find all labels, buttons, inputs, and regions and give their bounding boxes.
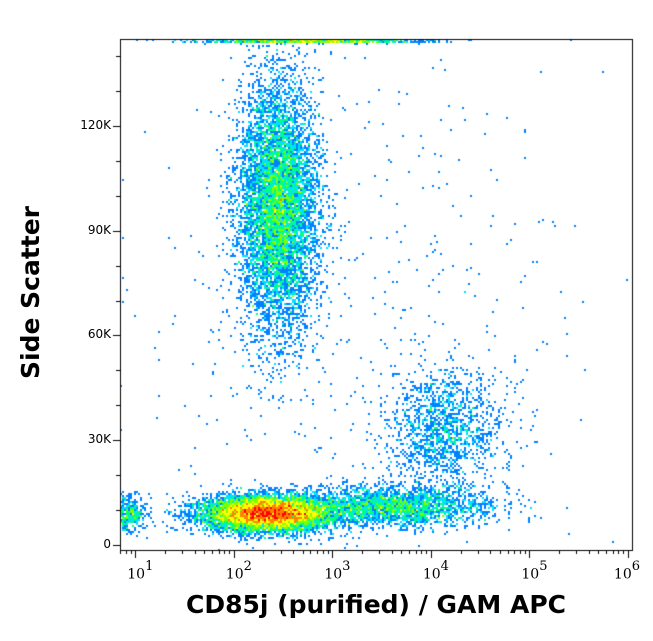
y-axis-title-text: Side Scatter	[15, 205, 45, 379]
y-axis-title: Side Scatter	[12, 192, 48, 392]
y-tick-label: 120K	[80, 118, 111, 133]
y-tick-label: 30K	[87, 432, 111, 447]
x-tick-label: 104	[422, 559, 449, 583]
x-tick-label: 102	[225, 559, 252, 583]
x-tick-label: 103	[324, 559, 351, 583]
y-tick-label: 0	[103, 536, 111, 551]
x-tick-label: 105	[521, 559, 548, 583]
x-tick-label: 101	[127, 559, 154, 583]
x-tick-label: 106	[613, 559, 641, 583]
y-tick-label: 60K	[87, 327, 111, 342]
x-axis-title: CD85j (purified) / GAM APC	[186, 590, 566, 619]
y-tick-label: 90K	[87, 222, 111, 237]
